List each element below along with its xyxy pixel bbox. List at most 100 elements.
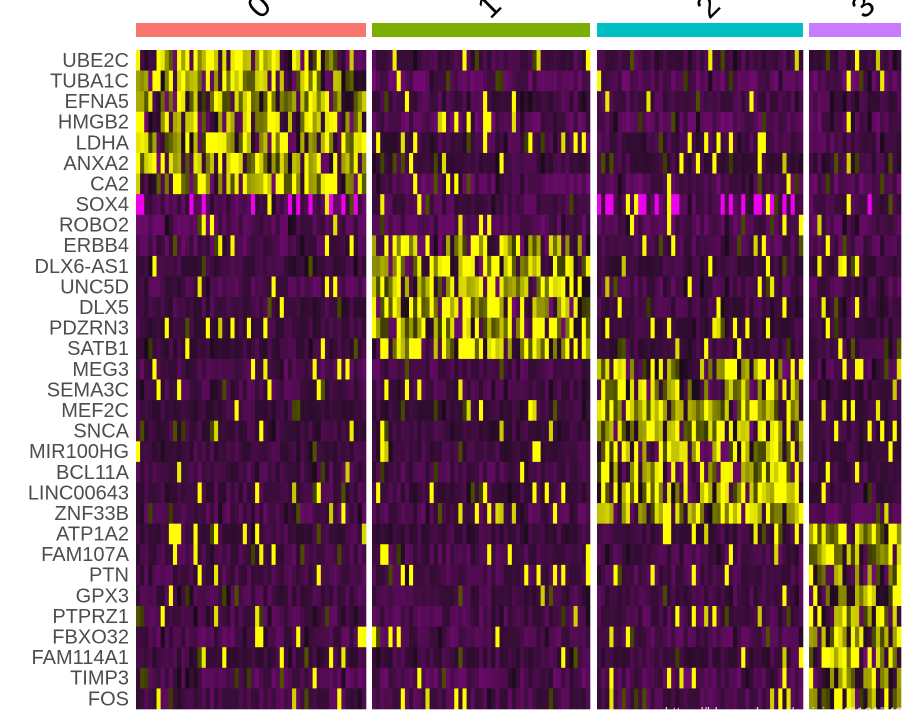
heatmap-cell [524, 317, 529, 339]
heatmap-cell [222, 297, 227, 319]
heatmap-cell [353, 297, 359, 319]
heatmap-cell [441, 503, 447, 524]
heatmap-cell [565, 297, 570, 319]
heatmap-cell [605, 523, 610, 545]
heatmap-cell [757, 420, 763, 442]
heatmap-cell [863, 111, 868, 133]
heatmap-cell [429, 214, 434, 236]
heatmap-cell [230, 132, 235, 154]
heatmap-cell [222, 173, 227, 195]
heatmap-cell [242, 70, 248, 92]
heatmap-cell [287, 482, 293, 504]
heatmap-cell [425, 276, 430, 298]
heatmap-cell [536, 194, 541, 216]
heatmap-cell [380, 132, 385, 154]
heatmap-cell [279, 400, 285, 421]
heatmap-cell [144, 379, 149, 401]
heatmap-cell [728, 400, 734, 421]
heatmap-cell [177, 297, 182, 319]
heatmap-cell [246, 297, 252, 319]
heatmap-cell [813, 70, 818, 92]
heatmap-cell [834, 338, 839, 360]
heatmap-cell [695, 91, 701, 113]
heatmap-cell [834, 297, 839, 319]
heatmap-cell [283, 173, 289, 195]
heatmap-cell [156, 400, 161, 421]
heatmap-cell [658, 503, 664, 524]
heatmap-cell [875, 544, 881, 566]
heatmap-cell [577, 317, 583, 339]
heatmap-cell [353, 461, 359, 483]
heatmap-cell [349, 297, 354, 319]
heatmap-cell [404, 235, 410, 257]
heatmap-cell [209, 606, 215, 627]
heatmap-cell [470, 194, 476, 216]
heatmap-cell [712, 173, 717, 195]
heatmap-cell [421, 461, 426, 483]
heatmap-cell [629, 461, 635, 483]
heatmap-cell [320, 194, 326, 216]
heatmap-cell [499, 214, 504, 236]
heatmap-cell [417, 523, 422, 545]
heatmap-cell [333, 70, 338, 92]
heatmap-cell [409, 255, 414, 277]
heatmap-cell [357, 503, 363, 524]
heatmap-cell [855, 503, 860, 524]
heatmap-cell [177, 523, 182, 545]
heatmap-cell [148, 276, 153, 298]
heatmap-cell [214, 503, 219, 524]
heatmap-cell [565, 379, 570, 401]
heatmap-cell [193, 379, 198, 401]
heatmap-cell [357, 420, 363, 442]
heatmap-cell [662, 564, 668, 586]
heatmap-cell [242, 503, 248, 524]
heatmap-cell [156, 70, 161, 92]
heatmap-cell [728, 564, 734, 586]
heatmap-cell [638, 379, 643, 401]
heatmap-cell [201, 441, 207, 463]
cluster-bars [136, 23, 901, 37]
heatmap-cell [413, 379, 418, 401]
heatmap-cell [896, 400, 902, 421]
heatmap-cell [846, 50, 852, 71]
heatmap-cell [156, 379, 161, 401]
heatmap-cell [732, 70, 738, 92]
heatmap-cell [695, 255, 701, 277]
heatmap-cell [813, 214, 818, 236]
heatmap-cell [172, 194, 178, 216]
heatmap-cell [400, 317, 406, 339]
heatmap-cell [177, 379, 182, 401]
heatmap-cell [226, 523, 231, 545]
heatmap-cell [433, 194, 439, 216]
heatmap-cell [613, 132, 618, 154]
heatmap-cell [450, 400, 455, 421]
heatmap-cell [888, 276, 893, 298]
heatmap-cell [279, 235, 285, 257]
heatmap-cell [778, 214, 783, 236]
heatmap-cell [267, 173, 272, 195]
gene-label: FAM107A [41, 544, 129, 566]
heatmap-cell [392, 214, 397, 236]
heatmap-cell [662, 379, 668, 401]
heatmap-cell [507, 70, 513, 92]
heatmap-cell [300, 214, 305, 236]
heatmap-cell [888, 420, 893, 442]
heatmap-cell [259, 461, 264, 483]
heatmap-cell [613, 255, 618, 277]
heatmap-cell [450, 379, 455, 401]
heatmap-cell [316, 420, 322, 442]
heatmap-cell [271, 70, 276, 92]
heatmap-cell [388, 585, 393, 607]
heatmap-cell [396, 50, 402, 71]
heatmap-cell [809, 173, 814, 195]
heatmap-cell [160, 420, 166, 442]
heatmap-cell [259, 194, 264, 216]
heatmap-cell [867, 338, 873, 360]
heatmap-cell [259, 482, 264, 504]
heatmap-cell [634, 132, 639, 154]
heatmap-cell [341, 297, 346, 319]
heatmap-cell [671, 420, 676, 442]
heatmap-cell [392, 523, 397, 545]
heatmap-cell [470, 214, 476, 236]
heatmap-cell [515, 564, 521, 586]
